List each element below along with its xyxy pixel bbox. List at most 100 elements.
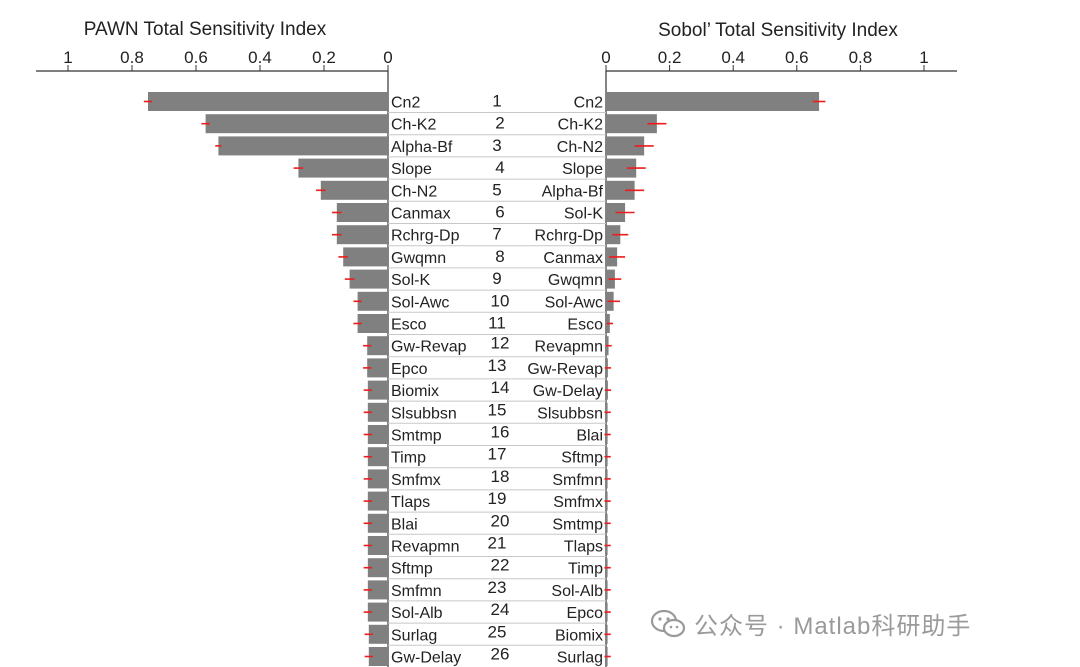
pawn-tick-label: 0.6 bbox=[184, 48, 208, 67]
pawn-category-label: Gwqmn bbox=[391, 250, 446, 267]
sobol-category-label: Smfmx bbox=[553, 494, 603, 511]
sobol-category-label: Gw-Revap bbox=[527, 361, 603, 378]
pawn-bar bbox=[367, 602, 388, 622]
plot-area: 1 0.8 0.6 0.4 0.2 0 0 0.2 0.4 0.6 0.8 1 Cn2 1 Cn2 Ch-K2… bbox=[36, 48, 957, 667]
pawn-bar bbox=[367, 336, 388, 356]
sobol-category-label: Sol-Alb bbox=[551, 583, 603, 600]
pawn-bar bbox=[367, 513, 388, 533]
rank-label: 19 bbox=[488, 489, 507, 508]
rank-label: 25 bbox=[488, 622, 507, 641]
pawn-bar bbox=[367, 491, 388, 511]
sobol-category-label: Slsubbsn bbox=[537, 405, 603, 422]
sobol-category-label: Gwqmn bbox=[548, 272, 603, 289]
pawn-bar bbox=[367, 580, 388, 600]
rank-label: 18 bbox=[491, 467, 510, 486]
pawn-bar bbox=[205, 114, 388, 134]
rank-label: 4 bbox=[495, 158, 504, 177]
pawn-bar bbox=[367, 380, 388, 400]
rank-label: 7 bbox=[492, 225, 501, 244]
sobol-category-label: Esco bbox=[567, 317, 603, 334]
pawn-category-label: Sftmp bbox=[391, 561, 433, 578]
sobol-category-label: Sol-Awc bbox=[545, 294, 603, 311]
pawn-bar bbox=[367, 358, 388, 378]
pawn-category-label: Sol-Alb bbox=[391, 605, 443, 622]
pawn-tick-label: 0.2 bbox=[312, 48, 336, 67]
rank-label: 12 bbox=[491, 334, 510, 353]
pawn-category-label: Smfmn bbox=[391, 583, 442, 600]
pawn-bar bbox=[298, 158, 388, 178]
pawn-tick-label: 0.8 bbox=[120, 48, 144, 67]
pawn-category-label: Revapmn bbox=[391, 539, 459, 556]
pawn-category-label: Ch-K2 bbox=[391, 117, 436, 134]
pawn-category-label: Smtmp bbox=[391, 428, 442, 445]
rank-label: 8 bbox=[495, 247, 504, 266]
sobol-tick-label: 1 bbox=[919, 48, 928, 67]
sobol-bar bbox=[606, 180, 635, 200]
sobol-category-label: Alpha-Bf bbox=[542, 183, 604, 200]
sobol-category-label: Revapmn bbox=[535, 339, 603, 356]
pawn-tick-label: 1 bbox=[63, 48, 72, 67]
pawn-category-label: Biomix bbox=[391, 383, 439, 400]
rank-label: 24 bbox=[491, 600, 510, 619]
rank-label: 9 bbox=[492, 269, 501, 288]
pawn-bar bbox=[336, 225, 388, 245]
sobol-category-label: Surlag bbox=[557, 650, 603, 667]
pawn-category-label: Smfmx bbox=[391, 472, 441, 489]
pawn-category-label: Surlag bbox=[391, 627, 437, 644]
rank-label: 11 bbox=[488, 314, 506, 333]
pawn-bar bbox=[367, 536, 388, 555]
pawn-category-label: Esco bbox=[391, 317, 427, 334]
pawn-tick-label: 0 bbox=[383, 48, 392, 67]
sobol-bar bbox=[606, 136, 645, 156]
pawn-category-label: Slope bbox=[391, 161, 432, 178]
pawn-category-label: Cn2 bbox=[391, 95, 420, 112]
sobol-category-label: Sftmp bbox=[561, 450, 603, 467]
sobol-category-label: Timp bbox=[568, 561, 603, 578]
sobol-category-label: Canmax bbox=[543, 250, 603, 267]
rank-label: 21 bbox=[488, 534, 507, 553]
pawn-bar bbox=[336, 203, 388, 222]
rank-label: 26 bbox=[491, 645, 510, 664]
pawn-bar bbox=[148, 92, 388, 111]
pawn-bar bbox=[343, 247, 388, 267]
rank-label: 2 bbox=[495, 114, 504, 133]
pawn-bar bbox=[367, 425, 388, 444]
rank-label: 6 bbox=[495, 203, 504, 222]
pawn-category-label: Blai bbox=[391, 516, 418, 533]
pawn-category-label: Ch-N2 bbox=[391, 183, 437, 200]
pawn-bar bbox=[320, 180, 388, 200]
pawn-category-label: Timp bbox=[391, 450, 426, 467]
rank-label: 20 bbox=[491, 511, 510, 530]
watermark-text: 公众号 · Matlab科研助手 bbox=[694, 613, 972, 640]
sobol-bar bbox=[606, 158, 637, 178]
sobol-tick-label: 0.8 bbox=[849, 48, 873, 67]
pawn-bar bbox=[367, 402, 388, 422]
pawn-bar bbox=[349, 269, 388, 289]
sobol-category-label: Gw-Delay bbox=[533, 383, 603, 400]
sobol-category-label: Rchrg-Dp bbox=[535, 228, 604, 245]
pawn-category-label: Alpha-Bf bbox=[391, 139, 453, 156]
pawn-category-label: Gw-Revap bbox=[391, 339, 467, 356]
pawn-bar bbox=[368, 624, 388, 644]
rank-label: 15 bbox=[488, 400, 507, 419]
sobol-category-label: Epco bbox=[567, 605, 604, 622]
sobol-tick-label: 0.6 bbox=[785, 48, 809, 67]
sobol-category-label: Tlaps bbox=[564, 539, 603, 556]
sobol-bar bbox=[606, 114, 657, 134]
pawn-category-label: Epco bbox=[391, 361, 428, 378]
watermark: 公众号 · Matlab科研助手 bbox=[650, 606, 971, 641]
pawn-tick-label: 0.4 bbox=[248, 48, 272, 67]
pawn-category-label: Canmax bbox=[391, 206, 451, 223]
pawn-bar bbox=[367, 469, 388, 489]
pawn-category-label: Tlaps bbox=[391, 494, 430, 511]
pawn-category-label: Gw-Delay bbox=[391, 650, 461, 667]
pawn-bar bbox=[218, 136, 388, 156]
sobol-category-label: Biomix bbox=[555, 627, 603, 644]
rank-label: 14 bbox=[491, 378, 510, 397]
rank-label: 1 bbox=[492, 92, 501, 111]
sobol-category-label: Sol-K bbox=[564, 206, 603, 223]
sobol-category-label: Ch-K2 bbox=[558, 117, 603, 134]
rank-label: 22 bbox=[491, 556, 510, 575]
sobol-category-label: Smtmp bbox=[552, 516, 603, 533]
